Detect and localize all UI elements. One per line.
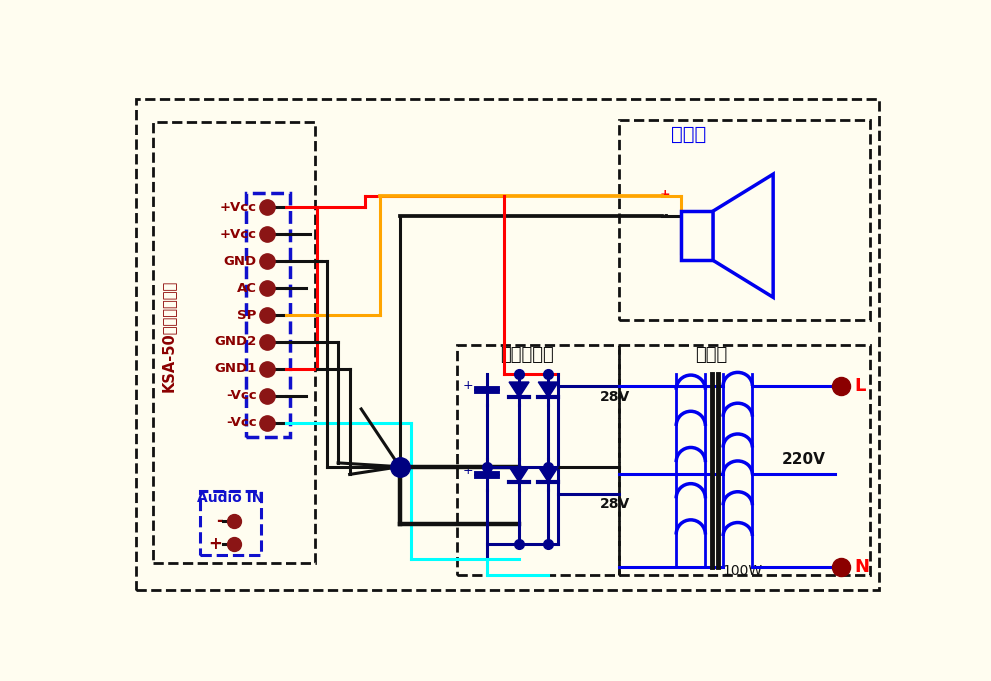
Polygon shape	[509, 382, 529, 398]
Polygon shape	[714, 174, 773, 298]
Text: 28V: 28V	[600, 496, 630, 511]
Text: GND1: GND1	[214, 362, 257, 375]
Bar	[681, 211, 714, 260]
Text: 220V: 220V	[782, 452, 826, 466]
Bar	[458, 345, 619, 575]
Text: +: +	[209, 535, 223, 553]
Text: +Vcc: +Vcc	[219, 227, 257, 240]
Bar	[246, 193, 289, 437]
Text: AC: AC	[237, 281, 257, 295]
Text: KSA-50单声道功放板: KSA-50单声道功放板	[162, 280, 176, 392]
Polygon shape	[509, 466, 529, 482]
Polygon shape	[538, 382, 558, 398]
Text: L: L	[854, 377, 865, 395]
Text: 变压器: 变压器	[696, 346, 727, 364]
Text: -: -	[663, 208, 668, 221]
Text: Audio IN: Audio IN	[197, 490, 264, 505]
Text: 100W: 100W	[722, 564, 762, 577]
Text: +Vcc: +Vcc	[219, 201, 257, 214]
Bar	[199, 492, 261, 555]
Text: -: -	[216, 511, 223, 530]
Bar	[154, 122, 315, 563]
Text: +: +	[463, 379, 474, 392]
Bar	[619, 345, 870, 575]
Polygon shape	[538, 466, 558, 482]
Text: 整流滤波板: 整流滤波板	[499, 346, 554, 364]
Text: SP: SP	[237, 308, 257, 321]
Text: GND: GND	[223, 255, 257, 268]
Bar	[619, 121, 870, 321]
Text: 喘叭八: 喘叭八	[671, 125, 706, 144]
Text: GND2: GND2	[214, 336, 257, 349]
Text: N: N	[854, 558, 869, 576]
Text: -Vcc: -Vcc	[226, 416, 257, 429]
Text: 28V: 28V	[600, 390, 630, 405]
Text: +: +	[463, 464, 474, 477]
Text: +: +	[660, 188, 671, 201]
Text: -Vcc: -Vcc	[226, 390, 257, 402]
